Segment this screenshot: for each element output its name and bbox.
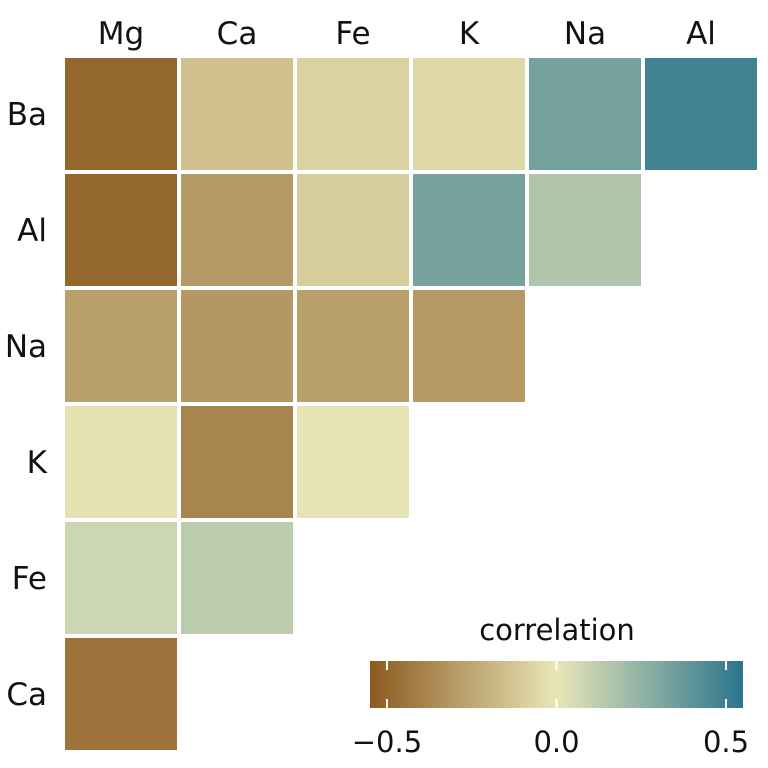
column-label-ca: Ca — [217, 16, 258, 52]
column-labels: Mg Ca Fe K Na Al — [98, 16, 716, 52]
legend-ticks: −0.5 0.0 0.5 — [352, 661, 749, 759]
legend-tick-label: 0.5 — [703, 725, 749, 759]
cell-al-mg — [65, 174, 177, 286]
row-label-al: Al — [17, 213, 47, 249]
cell-al-ca — [181, 174, 293, 286]
legend: correlation −0.5 0.0 0.5 — [352, 613, 749, 759]
row-label-fe: Fe — [12, 561, 47, 597]
cell-k-mg — [65, 406, 177, 518]
cell-ba-ca — [181, 58, 293, 170]
cell-na-k — [413, 290, 525, 402]
cell-na-fe — [297, 290, 409, 402]
column-label-al: Al — [686, 16, 716, 52]
column-label-fe: Fe — [335, 16, 370, 52]
cell-ba-mg — [65, 58, 177, 170]
legend-tick-label: 0.0 — [533, 725, 579, 759]
cell-k-fe — [297, 406, 409, 518]
heatmap-cells — [65, 58, 757, 750]
legend-tick-label: −0.5 — [352, 725, 422, 759]
cell-na-ca — [181, 290, 293, 402]
cell-ba-fe — [297, 58, 409, 170]
cell-ba-k — [413, 58, 525, 170]
row-label-na: Na — [5, 329, 47, 365]
cell-fe-ca — [181, 522, 293, 634]
column-label-na: Na — [564, 16, 606, 52]
cell-ba-al — [645, 58, 757, 170]
cell-k-ca — [181, 406, 293, 518]
cell-al-na — [529, 174, 641, 286]
row-labels: Ba Al Na K Fe Ca — [5, 97, 48, 713]
column-label-k: K — [459, 16, 480, 52]
row-label-k: K — [27, 445, 48, 481]
cell-al-fe — [297, 174, 409, 286]
cell-al-k — [413, 174, 525, 286]
cell-fe-mg — [65, 522, 177, 634]
legend-title: correlation — [479, 613, 635, 647]
cell-ba-na — [529, 58, 641, 170]
row-label-ba: Ba — [7, 97, 47, 133]
column-label-mg: Mg — [98, 16, 144, 52]
cell-ca-mg — [65, 638, 177, 750]
row-label-ca: Ca — [6, 677, 47, 713]
cell-na-mg — [65, 290, 177, 402]
